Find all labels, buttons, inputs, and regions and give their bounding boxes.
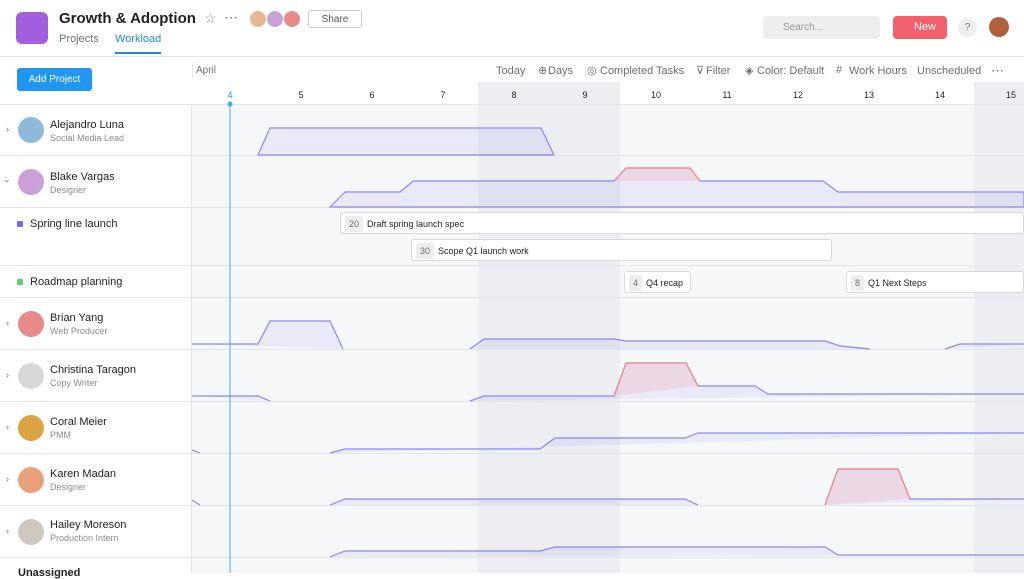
avatar	[267, 11, 283, 27]
task-name: Scope Q1 launch work	[438, 246, 529, 256]
toolbar-item[interactable]: Days	[548, 65, 574, 77]
person-name: Christina Taragon	[50, 364, 137, 376]
person-name: Blake Vargas	[50, 171, 115, 183]
task-count: 30	[416, 243, 435, 259]
workload-curves	[191, 127, 1024, 558]
user-avatar[interactable]	[989, 17, 1009, 37]
person-role: Designer	[50, 482, 87, 492]
toolbar-item[interactable]: Unscheduled	[917, 65, 982, 77]
person-name: Hailey Moreson	[50, 519, 127, 531]
day-label: 8	[511, 90, 516, 100]
toolbar-item[interactable]: Today	[496, 65, 526, 77]
day-label: 9	[582, 90, 587, 100]
avatar	[18, 117, 44, 143]
avatar	[18, 519, 44, 545]
help[interactable]: ?	[958, 18, 977, 37]
person-role: Designer	[50, 185, 87, 195]
person-name: Coral Meier	[50, 416, 107, 428]
share-button[interactable]: Share	[308, 10, 362, 28]
project-name[interactable]: Spring line launch	[30, 218, 118, 230]
person-role: Web Producer	[50, 326, 108, 336]
icon: ⊽	[696, 65, 705, 77]
task[interactable]: 30 Scope Q1 launch work	[411, 239, 832, 261]
project-title: Growth & Adoption	[59, 10, 196, 27]
project-color	[17, 279, 23, 285]
avatar	[18, 169, 44, 195]
person-name: Karen Madan	[50, 468, 117, 480]
icon: ◎	[587, 65, 597, 77]
task[interactable]: 8 Q1 Next Steps	[846, 271, 1024, 293]
task-name: Draft spring launch spec	[367, 219, 465, 229]
project-color	[17, 221, 23, 227]
day-label: 15	[1006, 90, 1016, 100]
day-label: 11	[722, 90, 731, 100]
avatar	[18, 311, 44, 337]
avatar	[250, 11, 266, 27]
expand[interactable]: ›	[6, 370, 9, 380]
day-label: 5	[298, 90, 303, 100]
task-name: Q1 Next Steps	[868, 278, 927, 288]
icon: ⊕	[538, 65, 548, 77]
person-role: Production Intern	[50, 533, 119, 543]
avatar	[18, 415, 44, 441]
day-label: 4	[227, 90, 232, 100]
avatar	[284, 11, 300, 27]
unassigned[interactable]: Unassigned	[18, 567, 81, 579]
weekend	[478, 82, 620, 573]
project-name[interactable]: Roadmap planning	[30, 276, 123, 288]
task-count: 4	[629, 275, 643, 291]
task-name: Q4 recap	[646, 278, 684, 288]
more[interactable]: ⋯	[224, 9, 238, 25]
task[interactable]: 4 Q4 recap	[624, 271, 691, 293]
avatar	[18, 363, 44, 389]
more[interactable]: ⋯	[991, 63, 1004, 78]
day-label: 12	[793, 90, 803, 100]
day-label: 14	[935, 90, 945, 100]
task[interactable]: 20 Draft spring launch spec	[340, 212, 1024, 234]
avatar	[18, 467, 44, 493]
expand[interactable]: ›	[6, 474, 9, 484]
person-name: Brian Yang	[50, 312, 104, 324]
person-role: PMM	[50, 430, 71, 440]
collapse[interactable]: ›	[2, 179, 13, 183]
day-label: 13	[864, 90, 874, 100]
expand[interactable]: ›	[6, 526, 9, 536]
expand[interactable]: ›	[6, 124, 9, 134]
task-count: 8	[851, 275, 865, 291]
project-icon	[16, 12, 48, 44]
new-button[interactable]: New	[893, 16, 947, 39]
add-project[interactable]: Add Project	[17, 68, 92, 91]
person-name: Alejandro Luna	[50, 119, 125, 131]
day-labels: 4 5 6 7 8 9 10 11 12 13 14 15	[227, 90, 1016, 100]
icon: #	[836, 64, 843, 76]
expand[interactable]: ›	[6, 318, 9, 328]
star[interactable]: ☆	[204, 10, 217, 26]
search[interactable]: Search...	[763, 16, 880, 39]
tab-active[interactable]: Workload	[115, 33, 162, 54]
day-label: 7	[440, 90, 445, 100]
day-label: 6	[369, 90, 374, 100]
weekend	[974, 82, 1024, 573]
toolbar-item[interactable]: Color: Default	[757, 65, 825, 77]
person-role: Copy Writer	[50, 378, 98, 388]
day-label: 10	[651, 90, 661, 100]
overload	[613, 167, 911, 506]
toolbar-item[interactable]: Work Hours	[849, 65, 907, 77]
toolbar-item[interactable]: Filter	[706, 65, 731, 77]
task-count: 20	[345, 216, 364, 232]
expand[interactable]: ›	[6, 422, 9, 432]
person-role: Social Media Lead	[50, 133, 125, 143]
toolbar-item[interactable]: Completed Tasks	[600, 65, 685, 77]
month: April	[196, 65, 217, 76]
tab[interactable]: Projects	[59, 33, 99, 45]
icon: ◈	[745, 65, 754, 77]
today-dot	[227, 101, 233, 107]
